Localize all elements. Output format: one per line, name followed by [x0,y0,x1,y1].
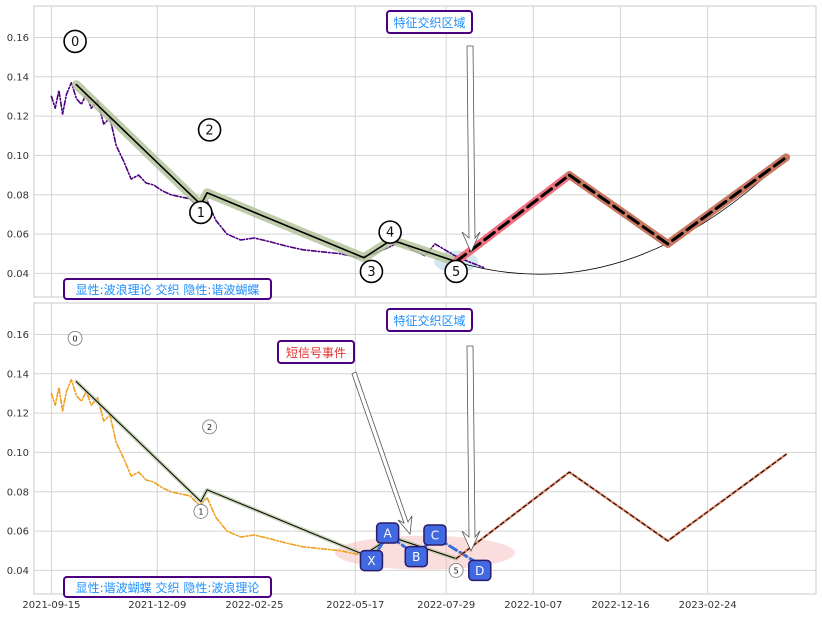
signal-arrow [351,371,413,535]
bottom-y-tick-labels: 0.04 0.06 0.08 0.10 0.12 0.14 0.16 [7,330,29,577]
wave-label-5: 5 [448,563,464,578]
top-annotation: 特征交织区域 [386,10,481,253]
x-tick-label: 2022-05-17 [326,600,384,611]
xabcd-label-text: C [431,529,439,543]
top-y-tick-labels: 0.04 0.06 0.08 0.10 0.12 0.14 0.16 [7,33,29,280]
wave-label-0: 0 [63,29,87,54]
top-legend-box: 显性:波浪理论 交织 隐性:谐波蝴蝶 [63,278,272,300]
xabcd-label-text: B [412,550,420,564]
x-tick-label: 2021-12-09 [128,600,186,611]
x-tick-label: 2022-02-25 [225,600,283,611]
xabcd-label-text: X [367,554,375,568]
x-tick-label: 2022-12-16 [591,600,649,611]
xabcd-label-text: A [384,527,393,541]
price-line [50,378,360,556]
wave-label-circle [359,259,384,284]
x-tick-labels: 2021-09-15 2021-12-09 2022-02-25 2022-05-17… [22,600,736,611]
wave-label-text: 0 [71,35,79,50]
wave-label-circle [189,200,213,225]
bottom-annotation: 特征交织区域 短信号事件 [277,308,481,552]
wave-label-1: 1 [193,504,209,519]
xabcd-label-C: C [423,524,447,546]
signal-label: 短信号事件 [286,346,346,360]
xabcd-label-X: X [359,549,384,572]
y-tick-label: 0.10 [7,151,29,162]
wave-label-text: 4 [386,226,394,241]
wave-label-circle [378,220,402,244]
y-tick-label: 0.12 [7,409,29,420]
xabcd-label-box [375,522,400,544]
wave-label-text: 1 [197,206,205,221]
wave-label-4: 4 [378,220,402,244]
x-tick-label: 2023-02-24 [679,600,737,611]
bottom-annotation-label: 特征交织区域 [393,313,465,328]
xabcd-label-A: A [375,522,400,544]
x-tick-label: 2022-07-29 [417,600,475,611]
bottom-annotation-arrow [461,345,481,552]
xabcd-label-box [404,545,429,568]
wave-line [75,83,457,263]
x-tick-label: 2022-10-07 [504,600,562,611]
top-panel: 0.04 0.06 0.08 0.10 0.12 0.14 0.16 0 1 2 3 4 5 特征交织… [7,5,817,300]
arc-curve [456,157,787,275]
wave-label-text: 1 [198,507,203,516]
wave-label-text: 2 [205,123,213,138]
wave-label-circle [444,259,468,284]
y-tick-label: 0.08 [7,190,29,201]
wave-label-text: 0 [73,334,78,343]
xabcd-label-box [468,559,492,582]
top-annotation-label: 特征交织区域 [393,15,465,30]
y-tick-label: 0.12 [7,112,29,123]
wave-label-circle [202,419,217,435]
wave-label-5: 5 [444,259,468,284]
top-wave-labels: 0 1 2 3 4 5 [63,29,468,284]
y-tick-label: 0.06 [7,230,29,241]
xabcd-label-box [359,549,384,572]
xabcd-label-D: D [468,559,492,582]
bottom-wave-labels: 0 1 2 5 XA BC D [67,330,492,582]
wave-label-3: 3 [359,259,384,284]
y-tick-label: 0.04 [7,269,29,280]
wave-label-text: 5 [452,265,460,280]
bottom-legend-label: 显性:谐波蝴蝶 交织 隐性:波浪理论 [76,580,260,595]
projection-red-dash [454,173,571,264]
top-series-layer [50,80,791,275]
wave-label-circle [448,563,464,578]
xabcd-label-B: B [404,545,429,568]
xabcd-label-box [423,524,447,546]
wave-line [75,381,457,560]
wave-label-circle [67,330,83,346]
y-tick-label: 0.04 [7,566,29,577]
top-annotation-arrow [461,45,481,253]
wave-label-1: 1 [189,200,213,225]
projection-brown-dash [567,155,788,246]
wave-label-2: 2 [202,419,217,435]
y-tick-label: 0.06 [7,527,29,538]
x-tick-label: 2021-09-15 [22,600,80,611]
y-tick-label: 0.08 [7,487,29,498]
wave-label-0: 0 [67,330,83,346]
top-grid [34,6,816,297]
bottom-panel: 0.040.060.080.100.120.140.16 2021-09-15 2… [7,302,817,611]
y-tick-label: 0.16 [7,33,29,44]
y-tick-label: 0.14 [7,72,29,83]
top-legend-label: 显性:波浪理论 交织 隐性:谐波蝴蝶 [76,282,260,297]
wave-label-circle [63,29,87,54]
wave-label-circle [197,118,222,142]
y-tick-label: 0.14 [7,369,29,380]
y-tick-label: 0.10 [7,448,29,459]
wave-label-text: 2 [207,423,212,432]
xabcd-label-text: D [475,564,484,578]
wave-label-text: 5 [454,566,459,575]
projection-dash [455,453,787,560]
wave-label-text: 3 [367,265,375,280]
bottom-legend-box: 显性:谐波蝴蝶 交织 隐性:波浪理论 [63,576,272,598]
wave-label-2: 2 [197,118,222,142]
wave-label-circle [193,504,209,519]
y-tick-label: 0.16 [7,330,29,341]
